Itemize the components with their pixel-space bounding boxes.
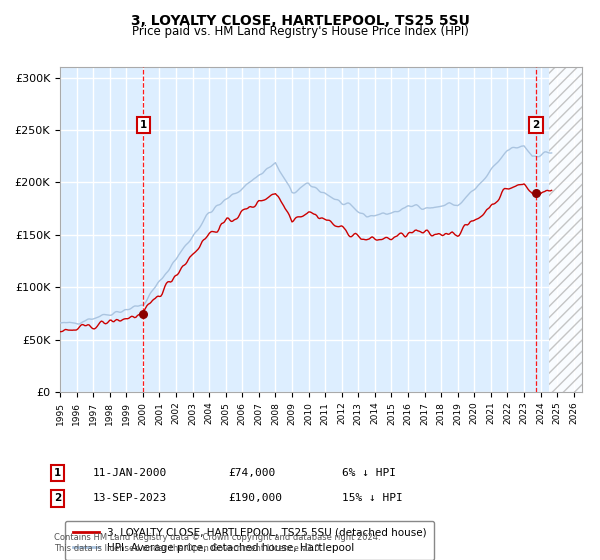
- Text: 2: 2: [54, 493, 61, 503]
- Text: 2: 2: [532, 120, 539, 130]
- Text: 1: 1: [54, 468, 61, 478]
- Text: £74,000: £74,000: [228, 468, 275, 478]
- Legend: 3, LOYALTY CLOSE, HARTLEPOOL, TS25 5SU (detached house), HPI: Average price, det: 3, LOYALTY CLOSE, HARTLEPOOL, TS25 5SU (…: [65, 521, 434, 560]
- Text: 11-JAN-2000: 11-JAN-2000: [93, 468, 167, 478]
- Point: [531, 189, 541, 198]
- Text: 6% ↓ HPI: 6% ↓ HPI: [342, 468, 396, 478]
- Text: £190,000: £190,000: [228, 493, 282, 503]
- Point: [139, 310, 148, 319]
- Text: 15% ↓ HPI: 15% ↓ HPI: [342, 493, 403, 503]
- Bar: [549, 67, 582, 392]
- Text: 3, LOYALTY CLOSE, HARTLEPOOL, TS25 5SU: 3, LOYALTY CLOSE, HARTLEPOOL, TS25 5SU: [131, 14, 469, 28]
- Text: Contains HM Land Registry data © Crown copyright and database right 2024.
This d: Contains HM Land Registry data © Crown c…: [54, 533, 380, 553]
- Text: Price paid vs. HM Land Registry's House Price Index (HPI): Price paid vs. HM Land Registry's House …: [131, 25, 469, 38]
- Text: 13-SEP-2023: 13-SEP-2023: [93, 493, 167, 503]
- Text: 1: 1: [140, 120, 147, 130]
- Bar: [549, 67, 582, 392]
